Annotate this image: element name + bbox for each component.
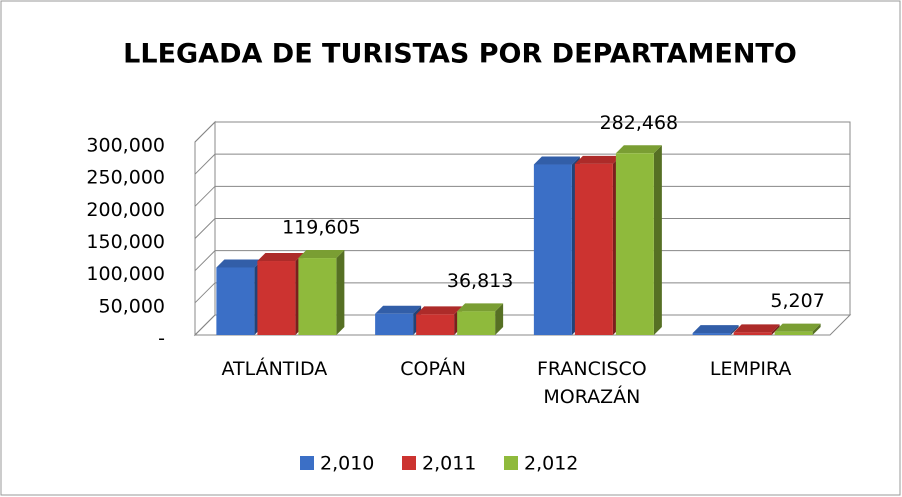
bar-front bbox=[375, 313, 414, 335]
x-tick-label: LEMPIRA bbox=[709, 358, 792, 380]
bar-top bbox=[692, 325, 739, 334]
bar bbox=[574, 155, 621, 335]
bar-side bbox=[336, 250, 345, 335]
bar-front bbox=[533, 164, 572, 335]
bar-side bbox=[730, 325, 739, 335]
bar-top bbox=[457, 303, 504, 312]
bar bbox=[416, 306, 463, 335]
bar-top bbox=[216, 259, 263, 268]
bar-side bbox=[771, 324, 780, 335]
bar-top bbox=[375, 305, 422, 314]
chart-title: LLEGADA DE TURISTAS POR DEPARTAMENTO bbox=[123, 39, 797, 70]
legend-label: 2,012 bbox=[524, 453, 578, 475]
legend-swatch bbox=[300, 456, 314, 470]
bar-top bbox=[257, 253, 304, 262]
legend-swatch bbox=[402, 456, 416, 470]
x-tick-label: ATLÁNTIDA bbox=[221, 358, 328, 380]
bar-top bbox=[298, 250, 345, 259]
data-label: 5,207 bbox=[770, 290, 824, 312]
bar bbox=[298, 250, 345, 335]
bar-top bbox=[416, 306, 463, 315]
bar bbox=[257, 253, 304, 335]
bar bbox=[375, 305, 422, 335]
y-tick-label: 50,000 bbox=[99, 295, 165, 317]
bar-side bbox=[495, 303, 504, 335]
bar bbox=[533, 156, 580, 335]
legend-label: 2,010 bbox=[320, 453, 374, 475]
bar-front bbox=[574, 163, 613, 335]
grid-line bbox=[194, 121, 850, 143]
y-tick-label: 300,000 bbox=[86, 135, 165, 157]
bar-front bbox=[774, 331, 813, 335]
x-tick-label: COPÁN bbox=[400, 358, 466, 380]
y-tick-label: 100,000 bbox=[86, 263, 165, 285]
bar-side bbox=[812, 323, 821, 335]
data-label: 36,813 bbox=[447, 270, 513, 292]
bar-front bbox=[733, 332, 772, 335]
legend-swatch bbox=[504, 456, 518, 470]
bar-front bbox=[457, 311, 496, 335]
bar bbox=[216, 259, 263, 335]
data-label: 282,468 bbox=[600, 112, 679, 134]
data-label: 119,605 bbox=[282, 217, 361, 239]
bar-front bbox=[615, 153, 654, 335]
bar-top bbox=[615, 145, 662, 154]
bar-side bbox=[653, 145, 662, 335]
bar bbox=[457, 303, 504, 335]
bar bbox=[615, 145, 662, 335]
bar bbox=[692, 325, 739, 335]
bar-front bbox=[416, 314, 455, 335]
bar bbox=[733, 324, 780, 335]
bar-top bbox=[733, 324, 780, 333]
bar-front bbox=[257, 261, 296, 335]
bar-top bbox=[574, 155, 621, 164]
bar-top bbox=[774, 323, 821, 332]
x-tick-label: FRANCISCO MORAZÁN bbox=[537, 358, 647, 408]
y-tick-label: - bbox=[158, 328, 165, 350]
y-tick-label: 250,000 bbox=[86, 167, 165, 189]
y-tick-label: 200,000 bbox=[86, 199, 165, 221]
bar-top bbox=[533, 156, 580, 165]
bar-front bbox=[298, 258, 337, 335]
legend-label: 2,011 bbox=[422, 453, 476, 475]
bar-front bbox=[216, 267, 255, 335]
bar-front bbox=[692, 333, 731, 335]
bar bbox=[774, 323, 821, 335]
y-tick-label: 150,000 bbox=[86, 231, 165, 253]
